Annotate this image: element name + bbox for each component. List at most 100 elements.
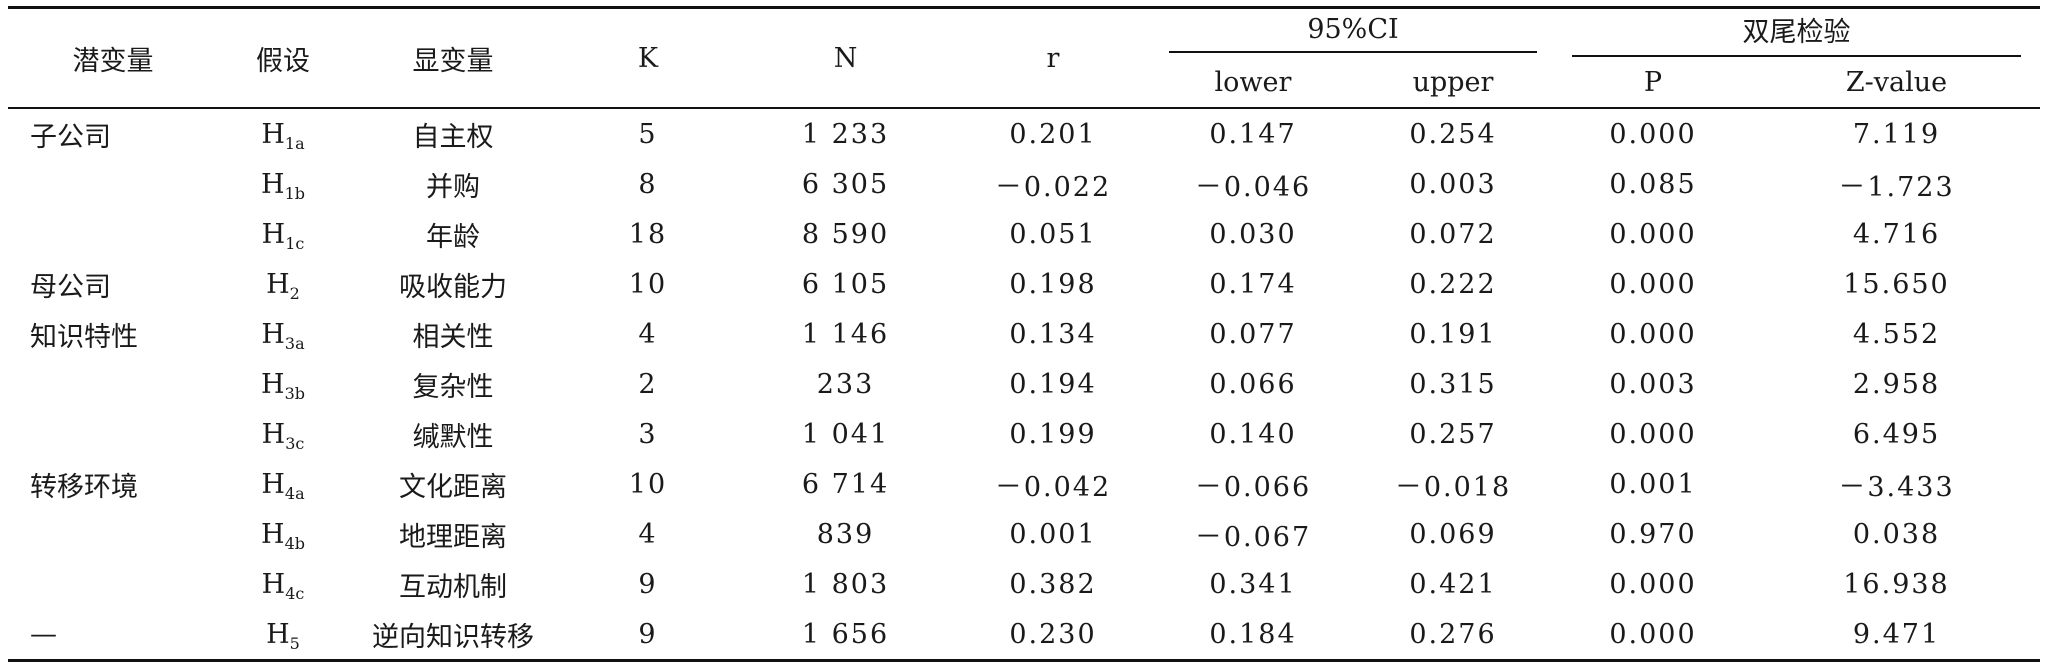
cell-r: 0.382	[1009, 568, 1097, 600]
cell-k: 9	[638, 568, 658, 600]
hypothesis-letter: H	[266, 618, 290, 650]
hypothesis-letter: H	[261, 418, 286, 450]
cell-hypothesis: H3c	[218, 409, 348, 459]
cell-latent	[8, 209, 218, 259]
cell-manifest: 相关性	[412, 321, 494, 353]
meta-analysis-table: 潜变量 假设 显变量 K N r 95%CI 双尾检验 lower upper …	[8, 6, 2040, 662]
hypothesis-subscript: 3c	[285, 433, 305, 453]
header-ci-group: 95%CI	[1153, 6, 1553, 57]
cell-lower: 0.174	[1209, 268, 1297, 300]
cell-z: 2.958	[1852, 368, 1941, 400]
cell-upper: 0.072	[1409, 218, 1497, 250]
cell-lower: 0.184	[1153, 609, 1353, 662]
cell-k: 4	[638, 318, 658, 350]
cell-n: 839	[816, 518, 875, 550]
table-row: H4b 地理距离 4 839 0.001 －0.067 0.069 0.970 0.038	[8, 509, 2040, 559]
cell-hypothesis: H3b	[218, 359, 348, 409]
hypothesis-letter: H	[261, 218, 286, 250]
cell-hypothesis: H4b	[218, 509, 348, 559]
hypothesis-subscript: 1a	[284, 133, 305, 153]
hypothesis-subscript: 4a	[284, 483, 305, 503]
cell-hypothesis: H1b	[218, 159, 348, 209]
cell-upper: 0.421	[1409, 568, 1497, 600]
header-ci-label: 95%CI	[1169, 14, 1537, 53]
cell-lower: 0.066	[1209, 368, 1297, 400]
header-test-label: 双尾检验	[1572, 10, 2021, 57]
cell-n: 1 803	[801, 568, 890, 600]
hypothesis-subscript: 4b	[284, 533, 305, 553]
cell-k: 2	[638, 368, 658, 400]
cell-latent: 知识特性	[30, 321, 138, 353]
cell-p: 0.000	[1609, 418, 1697, 450]
header-lower: lower	[1153, 57, 1353, 109]
cell-hypothesis: H4a	[218, 459, 348, 509]
cell-z: 7.119	[1852, 118, 1941, 150]
cell-z: 4.716	[1852, 218, 1941, 250]
cell-r: －0.022	[994, 171, 1112, 203]
cell-p: 0.000	[1609, 318, 1697, 350]
cell-hypothesis: H2	[218, 259, 348, 309]
table-row: H1b 并购 8 6 305 －0.022 －0.046 0.003 0.085 －1.723	[8, 159, 2040, 209]
cell-manifest: 自主权	[412, 121, 494, 153]
cell-latent	[8, 559, 218, 609]
hypothesis-letter: H	[261, 168, 285, 200]
cell-r: 0.134	[1009, 318, 1097, 350]
header-hypothesis: 假设	[218, 6, 348, 109]
cell-p: 0.000	[1609, 218, 1697, 250]
header-test-group: 双尾检验	[1553, 6, 2040, 57]
cell-n: 1 146	[801, 318, 890, 350]
table-row: H4c 互动机制 9 1 803 0.382 0.341 0.421 0.000 16.938	[8, 559, 2040, 609]
hypothesis-subscript: 3a	[284, 333, 305, 353]
hypothesis-letter: H	[261, 468, 285, 500]
cell-k: 9	[558, 609, 738, 662]
cell-hypothesis: H3a	[218, 309, 348, 359]
header-p: P	[1553, 57, 1753, 109]
header-r: r	[953, 6, 1153, 109]
cell-manifest: 年龄	[426, 221, 480, 253]
cell-lower: －0.066	[1194, 471, 1312, 503]
cell-upper: 0.003	[1409, 168, 1497, 200]
cell-latent: 母公司	[30, 271, 111, 303]
hypothesis-subscript: 1c	[285, 233, 305, 253]
table-row: H1c 年龄 18 8 590 0.051 0.030 0.072 0.000 4.716	[8, 209, 2040, 259]
cell-manifest: 地理距离	[399, 521, 507, 553]
cell-latent: —	[8, 609, 218, 662]
cell-n: 6 714	[801, 468, 890, 500]
hypothesis-letter: H	[261, 368, 285, 400]
cell-p: 0.000	[1609, 568, 1697, 600]
cell-k: 18	[628, 218, 668, 250]
cell-manifest: 复杂性	[412, 371, 494, 403]
header-k: K	[558, 6, 738, 109]
cell-n: 1 041	[801, 418, 890, 450]
cell-lower: 0.140	[1209, 418, 1297, 450]
header-upper: upper	[1353, 57, 1553, 109]
cell-z: 4.552	[1852, 318, 1941, 350]
table-row: 转移环境 H4a 文化距离 10 6 714 －0.042 －0.066 －0.018 0.00…	[8, 459, 2040, 509]
cell-z: 9.471	[1753, 609, 2040, 662]
hypothesis-letter: H	[261, 118, 285, 150]
hypothesis-subscript: 2	[289, 283, 300, 303]
cell-n: 6 105	[801, 268, 890, 300]
cell-lower: 0.077	[1209, 318, 1297, 350]
cell-manifest: 互动机制	[399, 571, 507, 603]
cell-manifest: 缄默性	[412, 421, 494, 453]
cell-manifest: 文化距离	[399, 471, 507, 503]
cell-z: 15.650	[1843, 268, 1950, 300]
cell-latent: 转移环境	[30, 471, 138, 503]
cell-lower: 0.030	[1209, 218, 1297, 250]
cell-r: 0.001	[1009, 518, 1097, 550]
cell-p: 0.000	[1609, 118, 1697, 150]
table-header: 潜变量 假设 显变量 K N r 95%CI 双尾检验 lower upper …	[8, 6, 2040, 109]
cell-k: 8	[638, 168, 658, 200]
cell-upper: 0.276	[1353, 609, 1553, 662]
cell-n: 233	[816, 368, 875, 400]
cell-latent	[8, 359, 218, 409]
cell-r: 0.201	[1009, 118, 1097, 150]
cell-n: 1 656	[738, 609, 953, 662]
cell-r: 0.051	[1009, 218, 1097, 250]
table-row: 母公司 H2 吸收能力 10 6 105 0.198 0.174 0.222 0.000 15.6…	[8, 259, 2040, 309]
table-row: — H5 逆向知识转移 9 1 656 0.230 0.184 0.276 0.000 9.471	[8, 609, 2040, 662]
cell-n: 1 233	[801, 118, 890, 150]
table-row: H3b 复杂性 2 233 0.194 0.066 0.315 0.003 2.958	[8, 359, 2040, 409]
